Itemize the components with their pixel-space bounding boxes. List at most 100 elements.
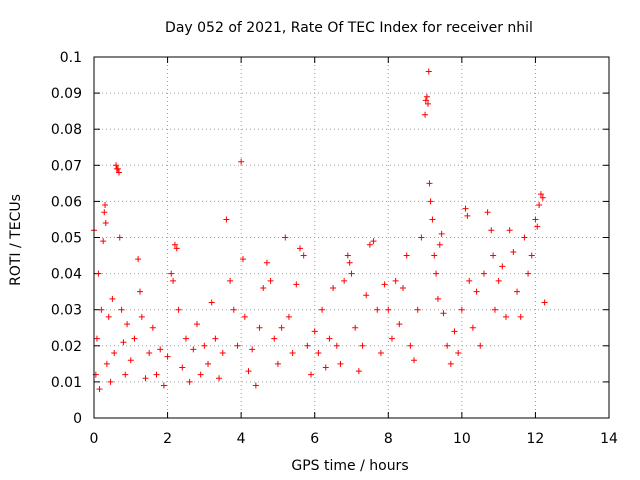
data-point — [495, 277, 502, 284]
y-tick-label: 0.1 — [60, 50, 82, 66]
data-point — [227, 277, 234, 284]
data-point — [532, 216, 539, 223]
data-point — [131, 335, 138, 342]
data-point — [534, 223, 541, 230]
data-point — [260, 285, 267, 292]
data-point — [480, 270, 487, 277]
data-point — [458, 306, 465, 313]
data-point — [297, 245, 303, 252]
data-point — [239, 256, 246, 263]
data-point — [267, 277, 274, 284]
data-point — [422, 97, 429, 104]
data-point — [120, 339, 127, 346]
y-tick-label: 0.09 — [51, 86, 82, 102]
data-point — [175, 306, 182, 313]
data-point — [422, 111, 429, 118]
y-tick-label: 0.07 — [51, 158, 82, 174]
data-point — [102, 220, 109, 227]
data-point — [392, 277, 399, 284]
data-point — [103, 360, 110, 367]
data-point — [289, 350, 296, 357]
data-point — [216, 375, 223, 382]
data-point — [490, 252, 497, 259]
data-point — [322, 364, 329, 371]
data-point — [241, 313, 248, 320]
plot-frame — [93, 56, 610, 419]
data-point — [466, 277, 473, 284]
data-point — [536, 202, 543, 209]
data-point — [503, 313, 509, 320]
data-point — [414, 306, 421, 313]
data-point — [109, 295, 116, 302]
data-point — [245, 368, 252, 375]
data-point — [105, 313, 112, 320]
data-point — [116, 234, 123, 241]
data-point — [541, 299, 548, 306]
data-point — [168, 270, 175, 277]
data-point — [234, 342, 241, 349]
data-point — [100, 238, 107, 245]
data-point — [278, 324, 285, 331]
data-point — [510, 248, 517, 255]
x-tick-label: 10 — [453, 431, 471, 447]
y-tick-label: 0.02 — [51, 339, 82, 355]
data-point — [149, 324, 156, 331]
y-tick-label: 0.08 — [51, 122, 82, 138]
data-point — [142, 375, 149, 382]
data-point — [423, 93, 430, 100]
x-tick-label: 12 — [527, 431, 545, 447]
data-point — [304, 342, 311, 349]
data-point — [219, 350, 226, 357]
data-point — [374, 306, 381, 313]
x-tick-label: 8 — [384, 431, 393, 447]
x-tick-label: 6 — [310, 431, 319, 447]
y-tick-label: 0.04 — [51, 267, 82, 283]
data-point — [370, 238, 377, 245]
data-point — [212, 335, 219, 342]
data-point — [111, 350, 118, 357]
data-point — [182, 335, 189, 342]
x-axis-label: GPS time / hours — [291, 458, 408, 474]
data-point — [311, 328, 318, 335]
data-point — [136, 288, 143, 295]
data-point — [366, 241, 373, 248]
data-point — [355, 368, 362, 375]
data-point — [333, 342, 340, 349]
data-point — [407, 342, 414, 349]
data-point — [118, 306, 125, 313]
data-point — [96, 386, 103, 393]
data-point — [425, 68, 432, 75]
data-point — [300, 252, 307, 259]
data-point — [381, 281, 388, 288]
data-point — [160, 382, 167, 389]
data-point — [344, 252, 351, 259]
data-point — [411, 357, 418, 364]
data-point — [101, 209, 108, 216]
data-point — [315, 350, 322, 357]
data-point — [285, 313, 292, 320]
data-point — [157, 346, 164, 353]
data-point — [425, 100, 432, 107]
data-point — [388, 335, 395, 342]
data-point — [528, 252, 535, 259]
data-point — [179, 364, 186, 371]
data-point — [107, 378, 114, 385]
data-point — [98, 306, 105, 313]
data-point — [348, 270, 355, 277]
data-point — [124, 321, 131, 328]
data-point — [462, 205, 469, 212]
data-point — [385, 306, 392, 313]
data-point — [431, 252, 438, 259]
data-point — [326, 335, 333, 342]
data-point — [514, 288, 521, 295]
data-point — [400, 285, 406, 292]
data-point — [418, 234, 425, 241]
data-point — [396, 321, 403, 328]
data-point — [426, 180, 433, 187]
data-point — [440, 310, 447, 317]
data-point — [346, 259, 353, 266]
y-tick-label: 0.01 — [51, 375, 82, 391]
data-point — [499, 263, 506, 270]
data-point — [116, 169, 123, 176]
data-point — [171, 241, 178, 248]
